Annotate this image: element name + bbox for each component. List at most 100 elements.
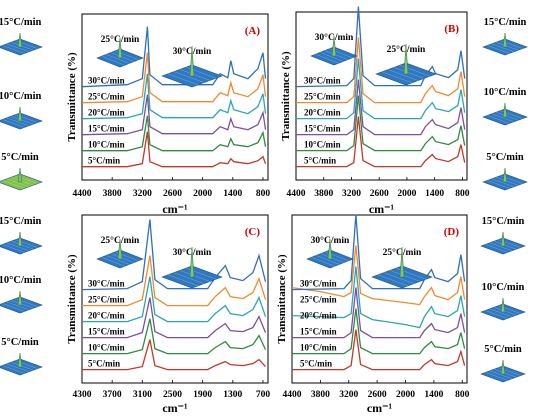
series-label: 15°C/min [304, 124, 341, 134]
x-axis-label: cm⁻¹ [367, 401, 393, 415]
side-surface [482, 167, 528, 191]
surface-grid-line [2, 45, 25, 54]
surface-grid-line [494, 368, 517, 378]
x-tick-label: 1400 [425, 189, 444, 199]
surface-grid-line [381, 71, 413, 84]
surface-grid-line [487, 115, 510, 124]
surface-peak [403, 43, 409, 75]
x-tick-label: 2600 [368, 390, 387, 400]
surface-grid-line [110, 253, 134, 263]
side-label: 5°C/min [486, 152, 524, 163]
side-surface [482, 32, 528, 56]
series-line [82, 276, 267, 323]
surface-peak [17, 290, 23, 306]
surface-grid-line [11, 41, 34, 51]
series-label: 30°C/min [304, 76, 341, 86]
surface-grid-line [496, 41, 519, 51]
series-label: 25°C/min [304, 92, 341, 102]
surface-grid-line [6, 178, 29, 188]
panel-label: (C) [245, 226, 261, 238]
surface-inset [161, 246, 223, 289]
surface-grid-line [494, 306, 517, 316]
series-line [291, 245, 466, 306]
side-label: 15°C/min [0, 216, 42, 227]
surface-peak [17, 352, 23, 368]
x-tick-label: 800 [256, 189, 271, 199]
side-surface [0, 352, 43, 376]
series-label: 5°C/min [88, 359, 120, 369]
y-axis-label: Transmittance (%) [66, 254, 78, 344]
surface-grid-line [106, 54, 130, 64]
surface-grid-line [389, 270, 421, 282]
surface-peak [17, 32, 23, 48]
surface-peak [500, 359, 506, 375]
series-line [296, 95, 466, 152]
side-label: 15°C/min [482, 216, 525, 227]
series-line [82, 115, 267, 152]
series-label: 5°C/min [88, 156, 120, 166]
x-tick-label: 2500 [163, 390, 182, 400]
x-tick-label: 3800 [103, 189, 122, 199]
series-line [296, 116, 466, 168]
surface-grid-line [324, 50, 348, 60]
surface-grid-line [487, 45, 510, 54]
surface-grid-line [387, 69, 419, 81]
series-label: 10°C/min [304, 140, 341, 150]
surface-grid-line [377, 274, 409, 287]
series-line [296, 79, 466, 136]
surface-grid-line [485, 372, 508, 381]
surface-peak [17, 231, 23, 247]
surface-peak [189, 246, 195, 278]
side-label: 15°C/min [0, 17, 42, 28]
surface-grid-line [393, 67, 425, 79]
surface-inset [161, 45, 223, 88]
plot-frame [295, 11, 468, 181]
surface-grid-line [487, 180, 510, 189]
surface-peak [17, 167, 23, 183]
surface-grid-line [2, 180, 25, 189]
side-surface [0, 290, 43, 314]
surface-peak [502, 167, 508, 183]
surface-grid-line [491, 43, 514, 53]
series-line [81, 219, 267, 291]
side-surface [480, 231, 526, 255]
x-tick-label: 3100 [133, 390, 152, 400]
surface-peak [331, 35, 337, 57]
surface-grid-line [173, 71, 205, 83]
x-tick-label: 3200 [339, 390, 358, 400]
series-label: 30°C/min [88, 76, 125, 86]
surface-peak [500, 231, 506, 247]
series-label: 10°C/min [88, 140, 125, 150]
chart-panel: 5°C/min 10°C/min 15°C/min 20°C/min 25°C/min 3… [276, 214, 470, 415]
surface-grid-line [2, 303, 25, 312]
side-surface [480, 297, 526, 321]
series-label: 15°C/min [300, 327, 337, 337]
series-line [81, 94, 267, 136]
surface-grid-line [6, 43, 29, 53]
x-tick-label: 800 [455, 390, 470, 400]
surface-inset [96, 37, 144, 68]
surface-grid-line [2, 365, 25, 374]
surface-peak [17, 106, 23, 122]
x-tick-label: 1300 [223, 390, 242, 400]
series-label: 15°C/min [88, 327, 125, 337]
surface-grid-line [11, 361, 34, 371]
plot-frame [81, 13, 269, 181]
surface-grid-line [167, 73, 199, 86]
x-tick-label: 3800 [314, 189, 333, 199]
series-label: 10°C/min [300, 343, 337, 353]
surface-grid-line [491, 178, 514, 188]
surface-grid-line [315, 53, 339, 64]
series-line [292, 308, 466, 355]
chart-panel: 5°C/min 10°C/min 15°C/min 20°C/min 25°C/min 3… [280, 6, 470, 216]
series-line [291, 214, 466, 291]
series-label: 25°C/min [88, 92, 125, 102]
series-label: 20°C/min [88, 311, 125, 321]
plot-frame [81, 214, 269, 384]
surface-peak [502, 32, 508, 48]
series-label: 30°C/min [300, 279, 337, 289]
surface-inset [306, 238, 354, 269]
surface-grid-line [320, 52, 344, 62]
x-tick-label: 3200 [342, 189, 361, 199]
x-tick-label: 1400 [424, 390, 443, 400]
